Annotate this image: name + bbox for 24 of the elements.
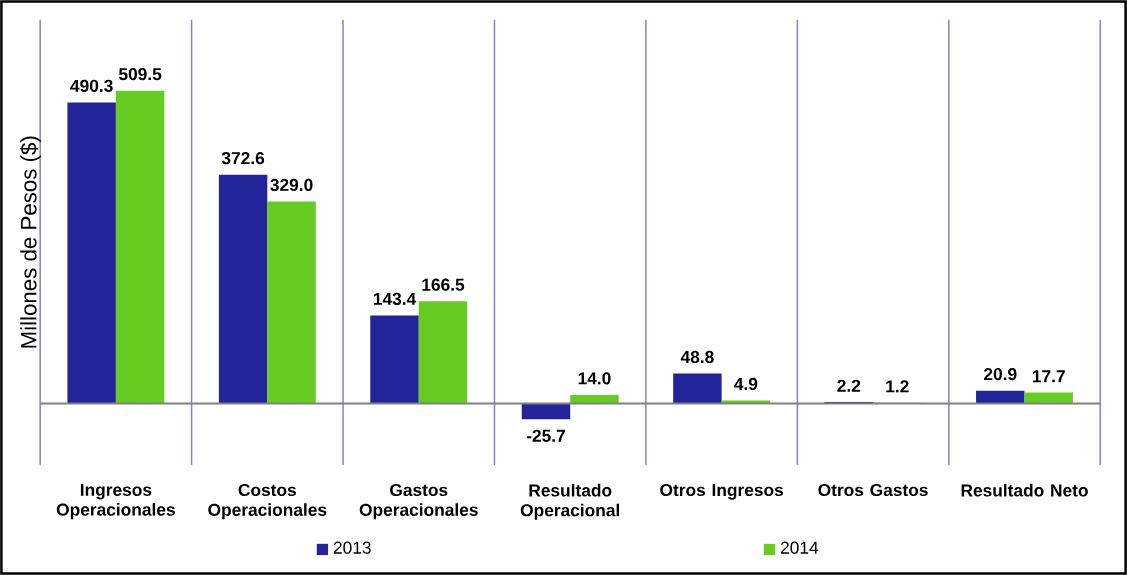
data-label: 372.6 [221,152,265,165]
legend-label: 2014 [780,541,819,554]
x-tick-label: Resultado Neto [961,483,1088,497]
data-label: 48.8 [680,350,714,364]
data-label: 4.9 [734,377,758,391]
x-tick-label: Resultado Operacional [520,483,620,520]
x-tick-label: Otros Ingresos [660,483,784,500]
data-label: 1.2 [886,380,909,393]
data-label: 509.5 [118,68,162,81]
data-label: 143.4 [373,292,417,306]
data-label: 329.0 [270,178,313,192]
x-tick-label: Gastos Operacionales [359,483,478,520]
x-tick-label: Otros Gastos [818,483,928,497]
x-tick-label: Ingresos Operacionales [56,483,175,520]
legend-label: 2013 [333,541,371,554]
data-label: 2.2 [837,379,861,392]
data-label: 166.5 [422,278,465,291]
data-label: -25.7 [526,429,565,442]
data-label: 490.3 [70,79,113,93]
data-label: 14.0 [578,372,611,385]
data-label: 17.7 [1032,370,1065,383]
x-tick-label: Costos Operacionales [208,483,327,520]
data-label: 20.9 [984,368,1017,381]
y-axis-title: Millones de Pesos ($) [19,136,41,348]
